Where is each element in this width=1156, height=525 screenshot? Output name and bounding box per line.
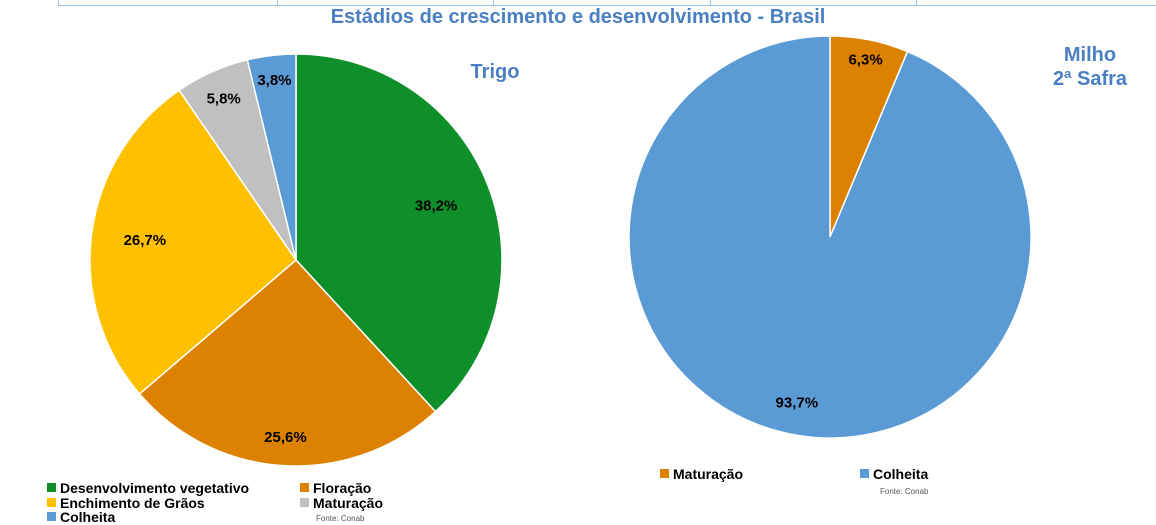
legend-swatch [47, 512, 56, 521]
divider-tick [916, 0, 917, 6]
page-title: Estádios de crescimento e desenvolviment… [330, 6, 826, 28]
legend-item-floracao: Floração [300, 481, 371, 496]
trigo-data-label: 5,8% [207, 90, 241, 107]
legend-item-colheita: Colheita [860, 467, 928, 482]
legend-label: Maturação [673, 466, 744, 482]
trigo-slice-0 [295, 53, 503, 413]
legend-item-desenvolvimento-vegetativo: Desenvolvimento vegetativo [47, 481, 249, 496]
trigo-slice-1 [138, 258, 437, 467]
legend-swatch [300, 483, 309, 492]
legend-swatch [860, 469, 869, 478]
milho-data-label: 93,7% [776, 395, 819, 412]
legend-swatch [660, 469, 669, 478]
legend-item-enchimento-de-graos: Enchimento de Grãos [47, 496, 205, 511]
milho-chart-title: Milho 2ª Safra [1030, 43, 1150, 91]
trigo-slice-2 [89, 89, 298, 395]
legend-swatch [47, 483, 56, 492]
legend-item-maturacao: Maturação [300, 496, 383, 511]
legend-label: Desenvolvimento vegetativo [60, 480, 250, 496]
legend-swatch [300, 498, 309, 507]
legend-swatch [47, 498, 56, 507]
divider-tick [58, 0, 59, 6]
legend-label: Enchimento de Grãos [60, 495, 205, 511]
legend-label: Maturação [313, 495, 384, 511]
trigo-slice-4 [246, 53, 297, 261]
divider-tick [710, 0, 711, 6]
legend-label: Colheita [60, 509, 116, 525]
milho-slice-1 [628, 35, 1032, 439]
divider-tick [277, 0, 278, 6]
trigo-data-label: 25,6% [264, 429, 307, 446]
legend-label: Floração [313, 480, 372, 496]
milho-title-line-1: Milho [1063, 44, 1117, 66]
divider-tick [493, 0, 494, 6]
legend-item-colheita: Colheita [47, 510, 115, 525]
trigo-source-note: Fonte: Conab [316, 514, 365, 523]
legend-item-maturacao: Maturação [660, 467, 743, 482]
legend-label: Colheita [873, 466, 929, 482]
milho-title-line-2: 2ª Safra [1052, 68, 1128, 90]
trigo-chart-title: Trigo [470, 61, 520, 83]
top-divider-line [58, 5, 1156, 6]
trigo-data-label: 38,2% [415, 197, 458, 214]
trigo-data-label: 3,8% [257, 72, 291, 89]
milho-source-note: Fonte: Conab [880, 487, 929, 496]
trigo-data-label: 26,7% [124, 232, 167, 249]
milho-data-label: 6,3% [848, 52, 882, 69]
